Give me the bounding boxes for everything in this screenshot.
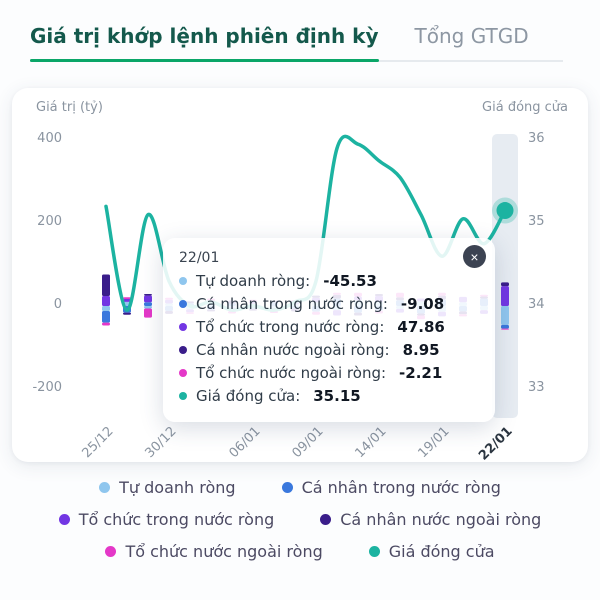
bar-segment [102, 306, 110, 311]
tab-tong-gtgd[interactable]: Tổng GTGD [415, 24, 529, 60]
selected-date-highlight-band [492, 134, 518, 418]
tooltip-close-button[interactable]: × [463, 245, 486, 268]
series-dot-icon [99, 482, 111, 493]
tooltip-series-label: Cá nhân nước ngoài ròng: [196, 341, 390, 359]
right-axis-title: Giá đóng cửa [482, 100, 568, 115]
legend-label: Tổ chức trong nước ròng [78, 510, 275, 529]
tooltip-row: Tổ chức nước ngoài ròng: -2.21 [179, 364, 479, 382]
bar-segment [102, 322, 110, 326]
tooltip-series-label: Cá nhân trong nước ròng: [196, 295, 388, 313]
legend-label: Tự doanh ròng [119, 478, 236, 497]
left-axis-tick: 0 [53, 297, 62, 312]
selected-point-marker[interactable] [496, 202, 514, 220]
tab-label: Giá trị khớp lệnh phiên định kỳ [30, 24, 379, 48]
right-axis-tick: 36 [528, 131, 545, 146]
tab-label: Tổng GTGD [414, 24, 529, 48]
legend-item[interactable]: Tự doanh ròng [99, 478, 236, 497]
bar-segment [144, 308, 152, 318]
right-axis-tick: 34 [528, 297, 545, 312]
tooltip-row: Tổ chức trong nước ròng: 47.86 [179, 318, 479, 336]
bar-segment [144, 295, 152, 303]
tooltip-row: Cá nhân trong nước ròng: -9.08 [179, 295, 479, 313]
bar-segment [501, 324, 509, 329]
chart-tooltip: 22/01 × Tự doanh ròng: -45.53 Cá nhân tron… [163, 238, 495, 422]
right-axis-tick: 33 [528, 380, 545, 395]
series-dot-icon [179, 323, 187, 331]
tab-gia-tri-khop-lenh[interactable]: Giá trị khớp lệnh phiên định kỳ [30, 24, 379, 62]
tooltip-series-label: Tổ chức trong nước ròng: [196, 318, 385, 336]
series-dot-icon [179, 392, 187, 400]
legend-item[interactable]: Tổ chức trong nước ròng [58, 510, 275, 529]
bar-segment [102, 310, 110, 323]
series-dot-icon [179, 277, 187, 285]
tooltip-row: Cá nhân nước ngoài ròng: 8.95 [179, 341, 479, 359]
bar-segment [144, 293, 152, 296]
legend-row: Tự doanh ròng Cá nhân trong nước ròng [0, 478, 600, 497]
bar-segment [102, 274, 110, 297]
series-dot-icon [320, 514, 332, 525]
tooltip-series-value: 47.86 [397, 318, 445, 336]
series-dot-icon [58, 514, 70, 525]
tab-bar: Giá trị khớp lệnh phiên định kỳ Tổng GTG… [30, 24, 563, 62]
left-axis-tick: -200 [32, 380, 62, 395]
legend-item[interactable]: Cá nhân trong nước ròng [281, 478, 501, 497]
left-axis-title: Giá trị (tỷ) [36, 100, 103, 115]
legend-item[interactable]: Giá đóng cửa [368, 542, 495, 561]
tooltip-row: Tự doanh ròng: -45.53 [179, 272, 479, 290]
bar-segment [144, 302, 152, 306]
bar-segment [144, 306, 152, 309]
left-axis-tick: 400 [37, 131, 62, 146]
bar-segment [102, 296, 110, 306]
legend-label: Giá đóng cửa [388, 542, 495, 561]
bar-segment [123, 297, 131, 299]
bar-segment [501, 282, 509, 287]
right-axis-tick: 35 [528, 214, 545, 229]
tooltip-series-label: Giá đóng cửa: [196, 387, 301, 405]
chart-legend: Tự doanh ròng Cá nhân trong nước ròng Tổ c… [0, 478, 600, 561]
bar-segment [501, 306, 509, 325]
tooltip-series-value: -45.53 [323, 272, 377, 290]
legend-label: Cá nhân nước ngoài ròng [340, 510, 542, 529]
tooltip-series-value: -2.21 [399, 364, 443, 382]
legend-row: Tổ chức nước ngoài ròng Giá đóng cửa [0, 542, 600, 561]
legend-item[interactable]: Tổ chức nước ngoài ròng [105, 542, 323, 561]
bar-segment [123, 298, 131, 302]
chart-card: Giá trị (tỷ) Giá đóng cửa 22/01 × Tự doa… [12, 88, 588, 464]
series-dot-icon [179, 300, 187, 308]
tooltip-series-value: 35.15 [313, 387, 361, 405]
series-dot-icon [368, 546, 380, 557]
legend-label: Cá nhân trong nước ròng [301, 478, 501, 497]
series-dot-icon [281, 482, 293, 493]
bar-segment [501, 328, 509, 330]
tooltip-series-value: 8.95 [402, 341, 440, 359]
tooltip-series-value: -9.08 [400, 295, 445, 313]
active-tab-underline [30, 59, 379, 62]
tooltip-date: 22/01 [179, 250, 220, 266]
series-dot-icon [179, 369, 187, 377]
series-dot-icon [179, 346, 187, 354]
bar-segment [123, 312, 131, 315]
tooltip-row: Giá đóng cửa: 35.15 [179, 387, 479, 405]
bar-segment [501, 286, 509, 306]
tooltip-series-label: Tự doanh ròng: [196, 272, 311, 290]
tooltip-series-label: Tổ chức nước ngoài ròng: [196, 364, 387, 382]
legend-item[interactable]: Cá nhân nước ngoài ròng [320, 510, 541, 529]
left-axis-tick: 200 [37, 214, 62, 229]
legend-row: Tổ chức trong nước ròng Cá nhân nước ngoà… [0, 510, 600, 529]
series-dot-icon [105, 546, 117, 557]
legend-label: Tổ chức nước ngoài ròng [125, 542, 323, 561]
